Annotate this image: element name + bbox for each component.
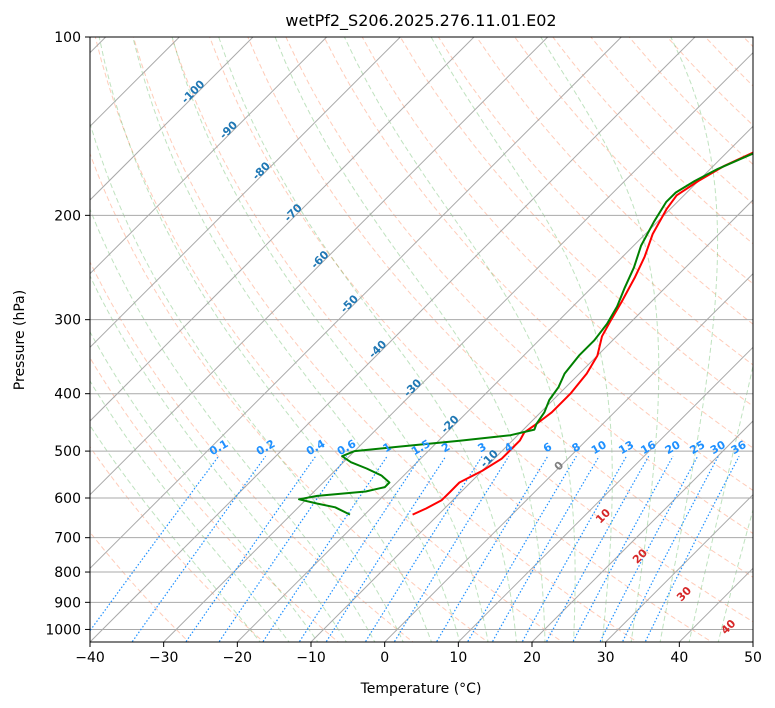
moist-adiabat-line (90, 121, 404, 642)
mixing-ratio-line (621, 455, 719, 642)
y-tick-label: 400 (54, 387, 81, 403)
dry-adiabat-line (90, 152, 489, 642)
mixing-ratio-line (90, 455, 220, 632)
isotherm-line (90, 37, 622, 570)
mixing-ratio-line (466, 455, 577, 642)
y-tick-label: 300 (54, 313, 81, 329)
moist-adiabat-line (98, 37, 433, 642)
dry-adiabat-line (476, 37, 753, 325)
isotherm-line (90, 37, 401, 349)
moist-adiabat-line (90, 424, 261, 642)
y-tick-label: 500 (54, 444, 81, 460)
y-tick-label: 800 (54, 565, 81, 581)
isotherm-line (90, 37, 696, 642)
mixing-ratio-line (364, 455, 483, 642)
mixing-ratio-line (218, 455, 347, 642)
isotherm-line (163, 51, 753, 642)
pressure-gridlines (90, 37, 753, 630)
temperature-profile-line (412, 151, 753, 516)
x-tick-label: 50 (744, 650, 762, 666)
dry-adiabat-line (90, 356, 339, 642)
x-tick-label: 30 (597, 650, 615, 666)
dry-adiabat-line (90, 446, 265, 642)
isotherm-line (90, 37, 549, 496)
mixing-ratio-line (262, 455, 388, 642)
x-tick-label: −40 (75, 650, 105, 666)
x-tick-label: −10 (296, 650, 326, 666)
y-tick-label: 200 (54, 208, 81, 224)
y-axis-ticks: 100 200 300 400 500 600 700 800 900 1000 (45, 30, 90, 638)
mixing-ratio-line (325, 455, 447, 642)
mixing-ratio-line (521, 455, 628, 642)
x-tick-label: 10 (449, 650, 467, 666)
dry-adiabat-line (399, 37, 753, 407)
isotherms (90, 37, 753, 642)
x-tick-label: 40 (670, 650, 688, 666)
isotherm-line (310, 199, 753, 642)
isotherm-line (384, 272, 753, 642)
sounding-profiles (298, 151, 753, 516)
y-tick-label: 100 (54, 30, 81, 46)
x-tick-label: −20 (223, 650, 253, 666)
plot-area: 0.1 0.2 0.4 0.6 1 1.5 2 3 4 6 8 10 13 16 20 25 30 36-100-… (90, 37, 753, 642)
isotherm-line (531, 420, 753, 642)
x-axis-label: Temperature (°C) (360, 681, 482, 697)
isotherm-line (90, 37, 328, 275)
mixing-ratio-line (491, 455, 600, 642)
dry-adiabat-line (171, 37, 713, 642)
mixing-ratio-line (131, 455, 267, 642)
y-tick-label: 900 (54, 595, 81, 611)
mixing-ratio-line (545, 455, 650, 642)
isotherm-line (236, 125, 753, 642)
dewpoint-profile-line (298, 152, 753, 516)
isotherm-line (90, 37, 475, 422)
dry-adiabat-line (323, 37, 753, 491)
isotherm-line (90, 37, 254, 201)
y-axis-label: Pressure (hPa) (12, 290, 28, 390)
mixing-ratio-line (644, 455, 740, 642)
mixing-ratio-lines (90, 455, 740, 642)
x-axis-ticks: −40 −30 −20 −10 0 10 20 30 40 50 (75, 642, 762, 666)
y-tick-label: 700 (54, 531, 81, 547)
isotherm-line (457, 346, 753, 642)
isotherm-line (605, 493, 753, 642)
plot-frame (89, 36, 754, 643)
mixing-ratio-line (572, 455, 674, 642)
mixing-ratio-line (298, 455, 422, 642)
x-tick-label: −30 (149, 650, 179, 666)
mixing-ratio-line (185, 455, 317, 642)
dry-adiabat-line (361, 37, 753, 449)
dry-adiabat-line (285, 37, 753, 535)
chart-title: wetPf2_S206.2025.276.11.01.E02 (285, 11, 556, 31)
y-tick-label: 1000 (45, 622, 81, 638)
dry-adiabat-line (437, 37, 753, 366)
x-tick-label: 0 (380, 650, 389, 666)
y-tick-label: 600 (54, 491, 81, 507)
x-tick-label: 20 (523, 650, 541, 666)
